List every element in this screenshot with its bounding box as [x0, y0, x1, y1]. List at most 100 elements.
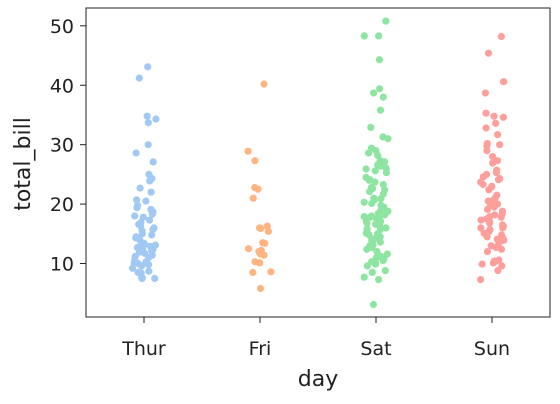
data-point-sat [375, 56, 383, 64]
data-point-thur [149, 226, 157, 234]
x-axis-ticks: Thur Fri Sat Sun [121, 317, 510, 360]
data-point-fri [244, 245, 253, 253]
data-point-sat [369, 300, 377, 309]
data-point-sat [376, 106, 385, 114]
data-point-sun [496, 174, 504, 183]
data-point-sun [499, 113, 507, 121]
data-point-sat [376, 238, 384, 246]
data-point-sat [377, 195, 385, 203]
data-point-sun [496, 141, 504, 149]
data-point-sat [375, 32, 383, 40]
data-point-sat [376, 233, 384, 241]
data-point-sun [492, 169, 500, 177]
data-point-thur [133, 196, 141, 204]
data-point-sat [371, 167, 379, 175]
data-point-sun [483, 233, 491, 241]
data-point-sat [382, 224, 390, 232]
data-point-thur [142, 197, 150, 205]
data-point-sun [499, 224, 507, 232]
data-point-sun [484, 49, 493, 57]
data-point-fri [257, 224, 265, 233]
data-point-thur [146, 216, 154, 224]
data-point-sun [494, 131, 502, 139]
data-point-sat [372, 254, 380, 262]
data-point-sun [483, 205, 492, 213]
data-point-sat [377, 162, 385, 170]
data-point-sun [490, 112, 498, 120]
data-point-thur [133, 204, 141, 212]
data-point-fri [249, 194, 257, 202]
x-axis-label: day [298, 367, 338, 392]
y-tick-label: 20 [50, 194, 74, 216]
data-point-sun [494, 267, 502, 275]
data-point-thur [147, 188, 155, 196]
data-point-sat [362, 217, 370, 225]
data-point-sun [482, 124, 490, 132]
data-point-fri [244, 147, 252, 155]
y-tick-label: 10 [50, 254, 74, 276]
data-point-thur [144, 141, 152, 149]
data-point-sat [360, 32, 368, 40]
data-point-sat [360, 273, 368, 281]
data-point-sun [492, 119, 500, 127]
data-point-sat [379, 256, 387, 265]
data-point-thur [149, 158, 157, 166]
data-point-sat [362, 165, 370, 173]
data-point-sat [367, 123, 375, 131]
x-tick-label-thur: Thur [121, 338, 166, 360]
data-point-sat [371, 260, 380, 268]
data-point-sun [477, 276, 485, 284]
data-point-fri [251, 157, 259, 165]
data-point-sat [368, 268, 376, 276]
y-axis-label: total_bill [11, 117, 36, 211]
data-point-sat [371, 178, 379, 186]
data-point-sat [363, 262, 371, 270]
data-point-fri [260, 80, 268, 88]
data-point-sat [382, 164, 390, 172]
data-point-thur [134, 259, 142, 268]
data-point-sat [367, 144, 376, 152]
data-point-sun [497, 213, 505, 221]
y-tick-label: 40 [50, 75, 74, 97]
data-point-sat [368, 199, 376, 208]
data-point-thur [146, 177, 154, 185]
x-tick-label-sun: Sun [474, 338, 510, 360]
x-tick-label-fri: Fri [249, 338, 272, 360]
data-point-sat [373, 248, 381, 256]
data-point-sun [478, 260, 486, 268]
data-point-sun [482, 109, 490, 117]
data-point-fri [267, 268, 275, 276]
data-point-sun [485, 186, 493, 194]
data-point-thur [131, 212, 139, 220]
data-point-sat [379, 93, 387, 101]
data-point-thur [144, 119, 152, 127]
data-point-sun [493, 200, 502, 208]
data-point-sat [377, 206, 385, 214]
plot-area-frame [85, 7, 551, 318]
data-point-thur [152, 115, 160, 123]
data-point-sun [497, 32, 505, 41]
data-point-thur [144, 63, 152, 71]
data-point-sun [489, 259, 497, 267]
data-point-thur [148, 231, 156, 239]
data-point-sun [483, 147, 491, 155]
data-point-thur [138, 274, 146, 282]
data-point-fri [260, 251, 268, 259]
data-point-thur [138, 230, 146, 238]
data-point-thur [143, 112, 151, 120]
data-point-fri [249, 268, 257, 276]
data-point-sat [368, 185, 377, 193]
data-point-fri [264, 227, 272, 235]
data-point-sat [360, 198, 368, 206]
data-point-thur [145, 267, 153, 275]
data-point-sat [384, 135, 392, 143]
data-point-sun [486, 219, 494, 227]
data-point-sat [376, 85, 384, 93]
data-point-sat [363, 245, 371, 253]
y-tick-label: 50 [50, 16, 74, 38]
data-point-sat [382, 17, 390, 25]
data-point-sat [365, 176, 373, 184]
data-point-fri [254, 185, 262, 193]
